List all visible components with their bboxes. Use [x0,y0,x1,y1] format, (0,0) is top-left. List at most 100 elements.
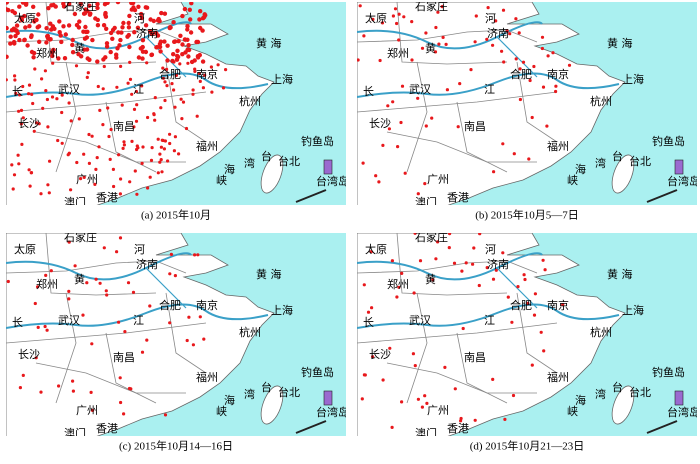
fire-point [501,142,504,145]
fire-point [152,19,156,23]
fire-point [478,284,481,287]
fire-point [13,28,17,32]
fire-point [112,168,115,171]
fire-point [74,264,77,267]
fire-point [70,119,73,122]
fire-point [381,144,384,147]
fire-point [121,21,125,25]
fire-point [398,13,401,16]
fire-point [45,34,49,38]
fire-point [185,127,188,130]
place-label: 上海 [622,72,644,86]
fire-point [397,38,400,41]
place-label: 台湾岛 [316,174,349,188]
fire-point [103,65,106,68]
fire-point [180,98,183,101]
fire-point [105,44,109,48]
fire-point [127,82,130,85]
place-label: 澳门 [64,426,86,440]
fire-point [46,183,49,186]
fire-point [542,349,545,352]
fire-point [163,99,166,102]
fire-point [152,112,155,115]
fire-point [391,100,394,103]
fire-point [165,58,169,62]
fire-point [166,159,169,162]
fire-point [158,153,161,156]
place-label: 台湾岛 [667,174,700,188]
fire-point [522,61,525,64]
fire-point [64,32,68,36]
fire-point [128,180,131,183]
fire-point [17,5,21,9]
fire-point [96,156,99,159]
fire-point [132,291,135,294]
fire-point [30,171,33,174]
fire-point [544,268,547,271]
map-panel: 太原石家庄河济南郑州黄黄 海合肥南京上海长武汉江杭州长沙南昌福州钓鱼岛台湾台北海… [357,0,700,209]
fire-point [13,173,16,176]
fire-point [182,101,185,104]
fire-point [103,55,107,59]
fire-point [36,12,40,16]
fire-point [170,82,173,85]
place-label: 台北 [278,385,300,399]
fire-point [23,25,27,29]
fire-point [172,88,175,91]
fire-point [90,38,94,42]
place-label: 峡 [216,404,227,418]
fire-point [453,262,456,265]
fire-point [187,316,190,319]
fire-point [491,44,494,47]
fire-point [99,282,102,285]
place-label: 合肥 [159,67,181,81]
fire-point [22,374,25,377]
fire-point [48,191,51,194]
fire-point [159,40,163,44]
fire-point [33,130,36,133]
fire-point [474,40,477,43]
place-label: 长沙 [18,117,40,130]
fire-point [180,42,184,46]
fire-point [22,38,26,42]
place-label: 南京 [547,298,569,312]
fire-point [135,193,138,196]
fire-point [17,110,20,113]
fire-point [196,40,200,44]
place-label: 武汉 [58,83,80,96]
fire-point [71,380,74,383]
fire-point [168,272,171,275]
place-label: 杭州 [239,94,261,108]
fire-point [87,71,90,74]
fire-point [199,315,202,318]
fire-point [146,186,149,189]
place-label: 峡 [216,173,227,187]
fire-point [28,84,31,87]
fire-point [40,77,43,80]
place-label: 峡 [567,173,578,187]
place-label: 济南 [487,257,509,271]
fire-point [487,6,490,9]
fire-point [180,117,183,120]
place-label: 河 [485,12,496,25]
fire-point [492,170,495,173]
place-label: 福州 [547,370,569,384]
place-label: 杭州 [590,325,612,339]
fire-point [164,139,167,142]
place-label: 上海 [271,72,293,86]
fire-point [98,109,101,112]
fire-point [46,6,50,10]
fire-point [96,23,100,27]
fire-point [17,154,20,157]
fire-point [448,232,451,235]
fire-point [400,400,403,403]
fire-point [29,185,32,188]
fire-point [401,85,404,88]
fire-point [410,20,413,23]
fire-point [157,171,160,174]
fire-point [412,352,415,355]
map-panel: 太原石家庄河济南郑州黄黄 海合肥南京上海长武汉江杭州长沙南昌福州钓鱼岛台湾台北海… [6,230,349,440]
place-label: 南昌 [113,351,135,364]
fire-point [135,103,138,106]
